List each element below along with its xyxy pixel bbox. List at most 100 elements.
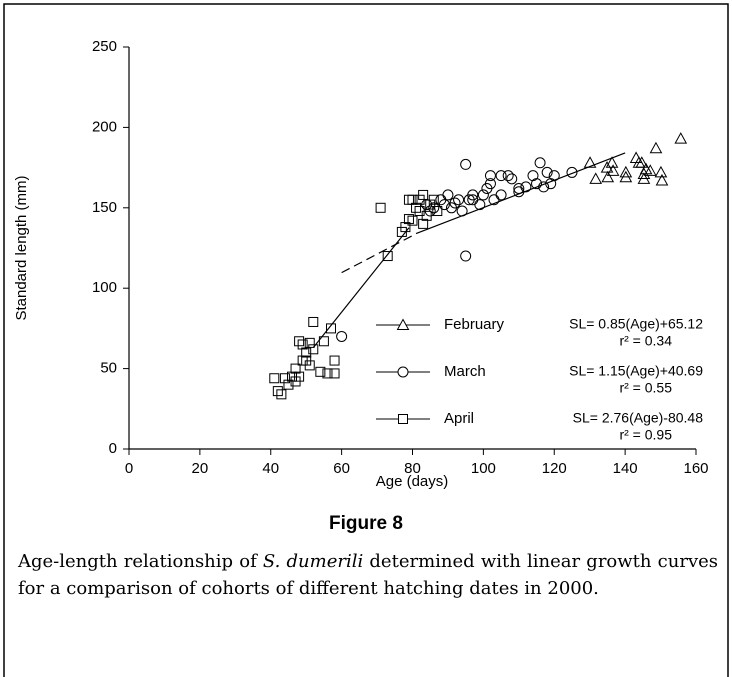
point: [318, 336, 329, 347]
point: [474, 199, 486, 211]
y-tick-label: 0: [109, 440, 117, 457]
point: [269, 373, 280, 384]
point: [495, 189, 507, 201]
point: [279, 373, 290, 384]
point: [513, 186, 525, 198]
legend-label: April: [444, 410, 474, 427]
x-tick-label: 140: [613, 460, 638, 477]
point: [445, 202, 457, 214]
caption-species: S. dumerili: [262, 551, 364, 572]
point: [605, 156, 619, 168]
point: [484, 170, 496, 182]
y-tick-label: 200: [92, 118, 117, 135]
x-tick-label: 160: [683, 460, 708, 477]
point: [566, 166, 578, 178]
point: [407, 215, 418, 226]
x-tick-label: 80: [404, 460, 421, 477]
point: [467, 189, 479, 201]
frame: [3, 3, 729, 677]
point: [456, 205, 468, 217]
point: [442, 189, 454, 201]
fit-line: [312, 227, 410, 349]
point: [308, 316, 319, 327]
point: [428, 194, 439, 205]
point: [655, 173, 669, 186]
point: [421, 210, 432, 221]
point: [601, 170, 615, 183]
point: [276, 389, 287, 400]
point: [477, 189, 489, 201]
point: [453, 194, 465, 206]
y-tick-label: 150: [92, 199, 117, 216]
legend-marker: [397, 366, 409, 378]
point: [643, 164, 657, 176]
x-tick-label: 60: [333, 460, 350, 477]
point: [460, 158, 472, 170]
point: [527, 170, 539, 182]
y-tick-label: 100: [92, 279, 117, 296]
caption-text: Age-length relationship of: [18, 551, 263, 572]
point: [460, 250, 472, 262]
legend-marker: [398, 414, 408, 424]
point: [637, 167, 651, 180]
point: [502, 170, 514, 182]
point: [382, 251, 393, 262]
point: [375, 202, 386, 213]
point: [635, 156, 649, 168]
y-tick-label: 250: [92, 38, 117, 55]
caption: Age-length relationship of S. dumerili d…: [18, 548, 718, 602]
point: [315, 366, 326, 377]
point: [538, 181, 550, 193]
legend-marker: [396, 318, 410, 330]
fit-r-squared: r² = 0.34: [619, 333, 672, 349]
point: [513, 183, 525, 195]
point: [297, 339, 308, 350]
point: [619, 170, 633, 183]
point: [520, 181, 532, 193]
legend-label: March: [444, 363, 486, 380]
point: [283, 379, 294, 390]
x-tick-label: 100: [471, 460, 496, 477]
point: [548, 170, 560, 182]
x-tick-label: 20: [192, 460, 209, 477]
point: [294, 336, 305, 347]
x-tick-label: 120: [542, 460, 567, 477]
point: [629, 151, 643, 163]
point: [418, 218, 429, 229]
point: [301, 347, 312, 358]
caption-text: determined with linear growth curves for…: [18, 551, 719, 599]
point: [654, 165, 668, 178]
fit-equation: SL= 1.15(Age)+40.69: [569, 363, 703, 379]
point: [294, 371, 305, 382]
point: [322, 368, 333, 379]
point: [329, 355, 340, 366]
point: [589, 172, 603, 184]
x-tick-label: 0: [125, 460, 133, 477]
point: [438, 199, 450, 211]
point: [403, 194, 414, 205]
point: [606, 164, 620, 176]
point: [411, 202, 422, 213]
y-tick-label: 50: [100, 360, 117, 377]
point: [336, 330, 348, 342]
fit-line: [341, 233, 417, 274]
legend-label: February: [444, 316, 505, 333]
point: [600, 161, 614, 173]
point: [329, 368, 340, 379]
point: [325, 323, 336, 334]
fit-equation: SL= 2.76(Age)-80.48: [573, 410, 704, 426]
fit-r-squared: r² = 0.55: [619, 380, 672, 396]
point: [674, 132, 688, 144]
point: [304, 360, 315, 371]
fit-r-squared: r² = 0.95: [619, 427, 672, 443]
point: [290, 363, 301, 374]
x-tick-label: 40: [262, 460, 279, 477]
point: [308, 344, 319, 355]
point: [541, 166, 553, 178]
point: [534, 157, 546, 169]
point: [583, 156, 597, 168]
point: [418, 189, 429, 200]
point: [428, 202, 440, 214]
